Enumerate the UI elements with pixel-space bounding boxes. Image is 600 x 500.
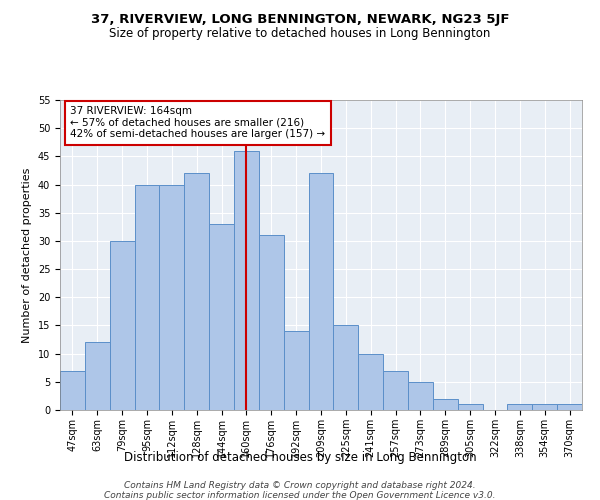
- Bar: [334, 326, 358, 410]
- Text: Contains HM Land Registry data © Crown copyright and database right 2024.: Contains HM Land Registry data © Crown c…: [124, 480, 476, 490]
- Bar: [358, 354, 383, 410]
- Bar: [284, 331, 308, 410]
- Bar: [408, 382, 433, 410]
- Bar: [433, 398, 458, 410]
- Bar: [110, 241, 134, 410]
- Bar: [85, 342, 110, 410]
- Text: Distribution of detached houses by size in Long Bennington: Distribution of detached houses by size …: [124, 451, 476, 464]
- Bar: [532, 404, 557, 410]
- Text: Size of property relative to detached houses in Long Bennington: Size of property relative to detached ho…: [109, 28, 491, 40]
- Bar: [383, 370, 408, 410]
- Y-axis label: Number of detached properties: Number of detached properties: [22, 168, 32, 342]
- Text: Contains public sector information licensed under the Open Government Licence v3: Contains public sector information licen…: [104, 490, 496, 500]
- Text: 37, RIVERVIEW, LONG BENNINGTON, NEWARK, NG23 5JF: 37, RIVERVIEW, LONG BENNINGTON, NEWARK, …: [91, 12, 509, 26]
- Bar: [60, 370, 85, 410]
- Bar: [160, 184, 184, 410]
- Bar: [134, 184, 160, 410]
- Bar: [508, 404, 532, 410]
- Bar: [458, 404, 482, 410]
- Bar: [308, 174, 334, 410]
- Bar: [209, 224, 234, 410]
- Text: 37 RIVERVIEW: 164sqm
← 57% of detached houses are smaller (216)
42% of semi-deta: 37 RIVERVIEW: 164sqm ← 57% of detached h…: [70, 106, 326, 140]
- Bar: [234, 150, 259, 410]
- Bar: [557, 404, 582, 410]
- Bar: [259, 236, 284, 410]
- Bar: [184, 174, 209, 410]
